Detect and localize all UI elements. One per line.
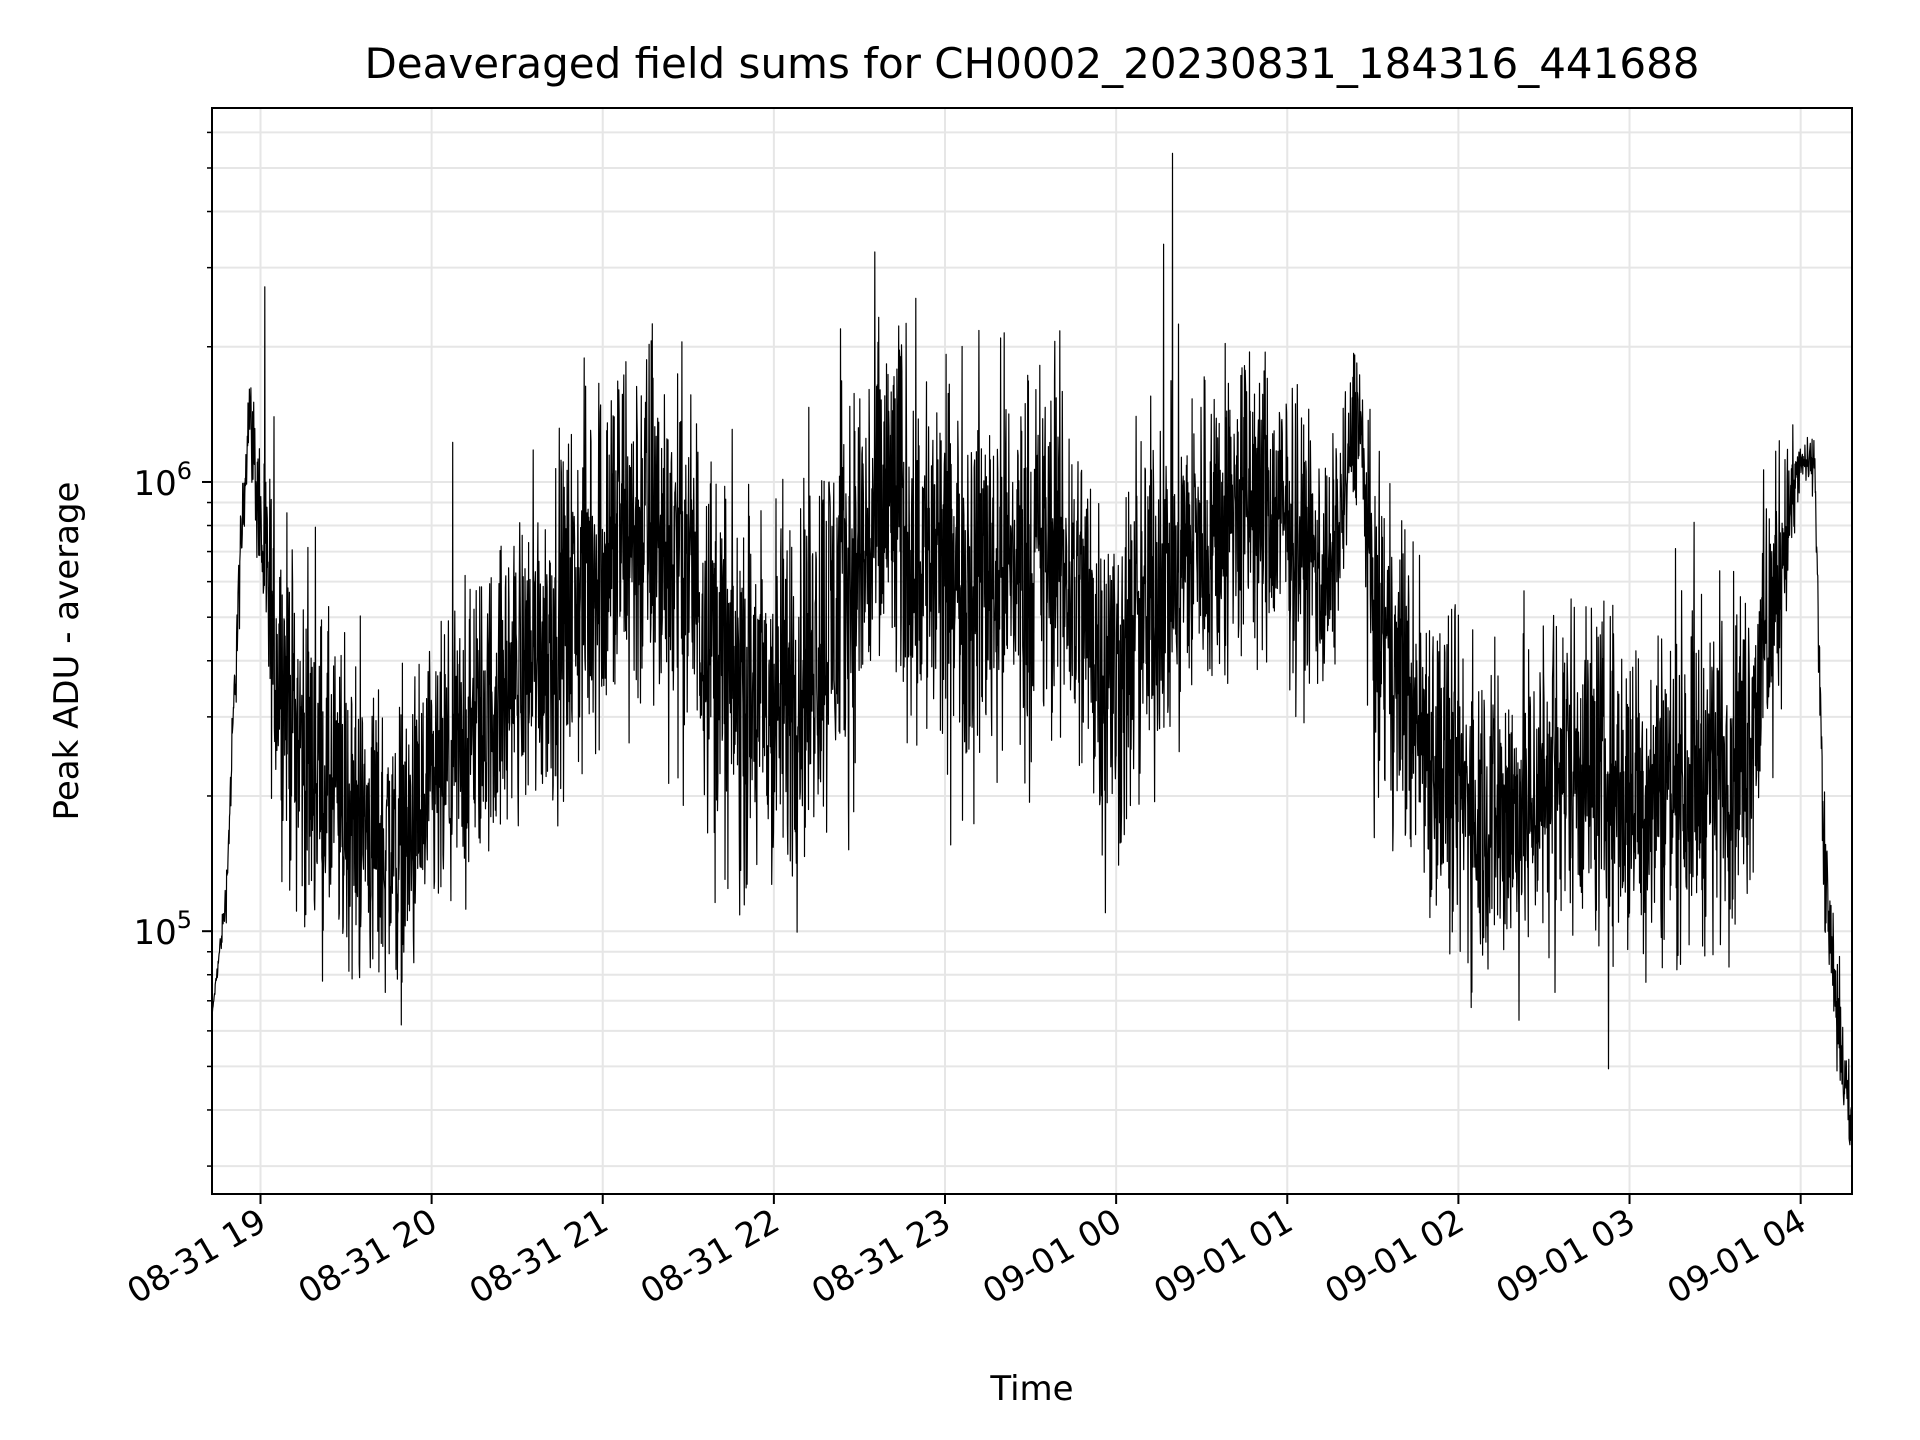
series-layer: [211, 152, 1853, 1146]
x-axis-label: Time: [989, 1369, 1073, 1409]
chart-title: Deaveraged field sums for CH0002_2023083…: [364, 39, 1699, 88]
plot-frame: [211, 107, 1853, 1195]
y-tick-label: 105: [133, 906, 192, 953]
y-axis-label: Peak ADU - average: [47, 482, 87, 821]
series-line: [211, 152, 1853, 1146]
y-tick-label: 106: [133, 457, 192, 504]
